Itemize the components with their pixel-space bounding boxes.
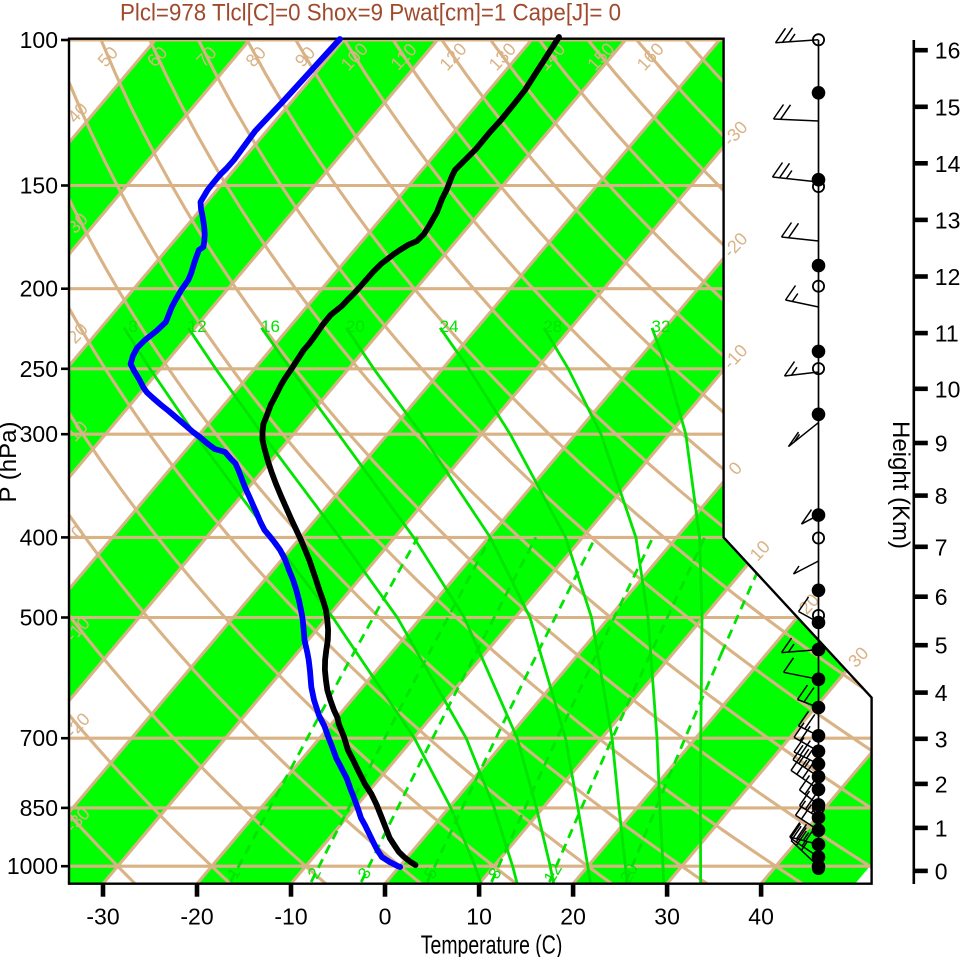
svg-text:10: 10 xyxy=(466,904,492,930)
svg-text:5: 5 xyxy=(935,633,948,659)
svg-text:Temperature (C): Temperature (C) xyxy=(421,930,563,958)
svg-text:-20: -20 xyxy=(180,904,213,930)
svg-text:500: 500 xyxy=(20,605,58,631)
svg-text:28: 28 xyxy=(543,317,562,336)
svg-text:Height (Km): Height (Km) xyxy=(887,421,914,549)
svg-text:40: 40 xyxy=(748,904,774,930)
svg-text:7: 7 xyxy=(935,534,948,560)
svg-text:8: 8 xyxy=(128,317,137,336)
svg-text:0: 0 xyxy=(379,904,392,930)
svg-text:16: 16 xyxy=(935,38,961,64)
svg-text:13: 13 xyxy=(935,207,961,233)
svg-text:10: 10 xyxy=(935,376,961,402)
svg-text:12: 12 xyxy=(935,264,961,290)
svg-text:16: 16 xyxy=(261,317,280,336)
svg-text:Plcl=978 Tlcl[C]=0 Shox=9 Pwat: Plcl=978 Tlcl[C]=0 Shox=9 Pwat[cm]=1 Cap… xyxy=(120,0,621,27)
svg-text:3: 3 xyxy=(935,726,948,752)
svg-text:400: 400 xyxy=(20,524,58,550)
svg-text:200: 200 xyxy=(20,276,58,302)
svg-text:14: 14 xyxy=(935,151,961,177)
svg-text:15: 15 xyxy=(935,94,961,120)
svg-text:20: 20 xyxy=(346,317,365,336)
svg-text:-30: -30 xyxy=(86,904,119,930)
svg-text:12: 12 xyxy=(188,317,207,336)
svg-text:1000: 1000 xyxy=(7,853,58,879)
svg-text:100: 100 xyxy=(20,27,58,53)
svg-text:9: 9 xyxy=(935,431,948,457)
svg-text:300: 300 xyxy=(20,421,58,447)
svg-text:30: 30 xyxy=(654,904,680,930)
svg-text:-10: -10 xyxy=(274,904,307,930)
svg-text:2: 2 xyxy=(935,771,948,797)
svg-text:1: 1 xyxy=(935,815,948,841)
svg-text:250: 250 xyxy=(20,356,58,382)
svg-text:850: 850 xyxy=(20,795,58,821)
svg-text:24: 24 xyxy=(440,317,459,336)
svg-text:P (hPa): P (hPa) xyxy=(0,422,22,503)
svg-text:150: 150 xyxy=(20,173,58,199)
svg-text:32: 32 xyxy=(652,317,671,336)
svg-text:4: 4 xyxy=(935,680,948,706)
svg-text:6: 6 xyxy=(935,584,948,610)
svg-text:20: 20 xyxy=(560,904,586,930)
svg-text:700: 700 xyxy=(20,725,58,751)
svg-text:11: 11 xyxy=(935,321,959,347)
svg-text:8: 8 xyxy=(935,483,948,509)
svg-text:0: 0 xyxy=(935,858,948,884)
